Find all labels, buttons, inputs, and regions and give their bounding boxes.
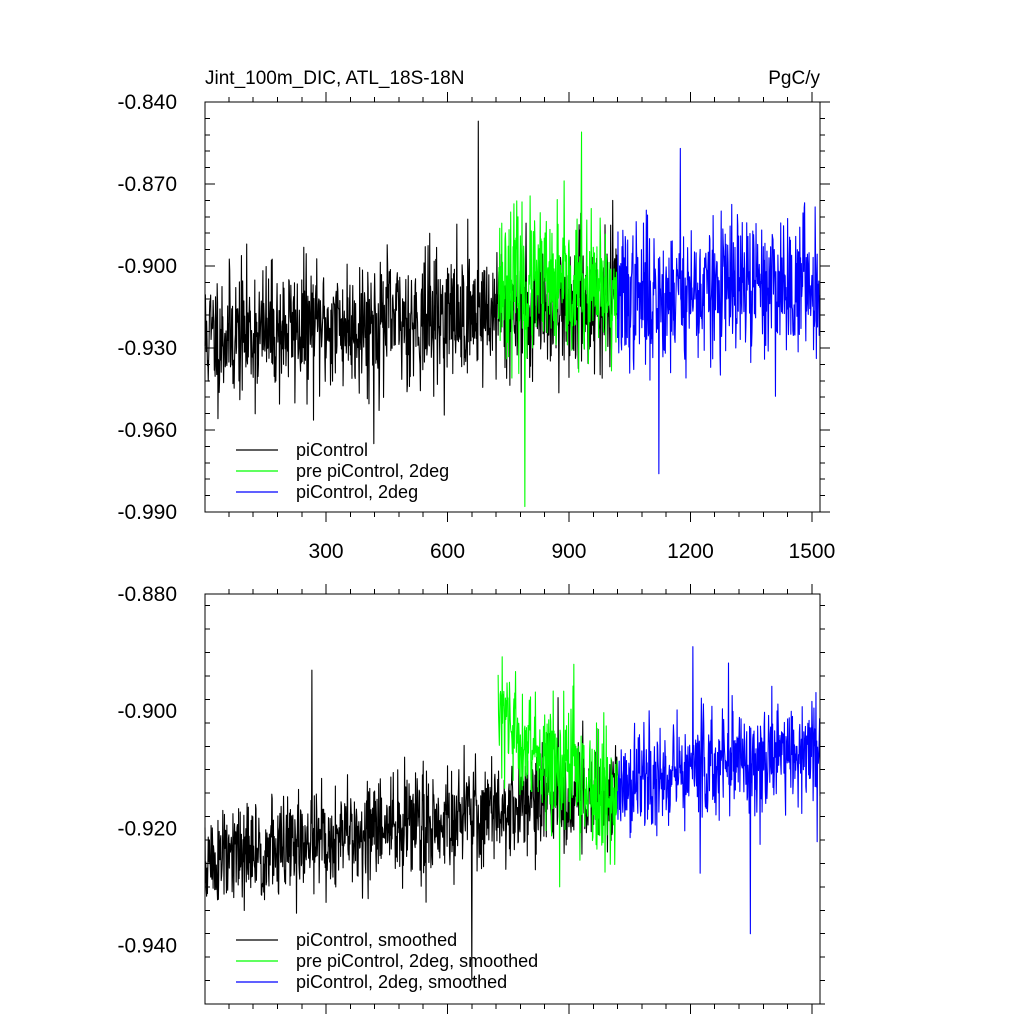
bottom-plot-frame (204, 593, 821, 1005)
top-xtick-label: 1200 (667, 540, 714, 563)
top-ytick-label: -0.840 (117, 91, 177, 114)
bottom-series-line-3 (617, 646, 821, 935)
top-series-line-1 (204, 120, 619, 445)
bottom-legend-label-1: piControl, smoothed (296, 930, 457, 950)
top-xtick-label: 900 (551, 540, 586, 563)
top-ytick-label: -0.870 (117, 173, 177, 196)
top-series-line-2 (497, 131, 619, 508)
bottom-panel: -0.880 -0.900 -0.920 -0.940 piControl, smoo… (117, 583, 825, 1014)
top-ytick-label: -0.990 (117, 501, 177, 524)
top-legend-label-2: pre piControl, 2deg (296, 461, 449, 481)
bottom-legend-label-2: pre piControl, 2deg, smoothed (296, 951, 538, 971)
bottom-ytick-label: -0.880 (117, 583, 177, 606)
units-label: PgC/y (768, 68, 820, 89)
top-legend-label-3: piControl, 2deg (296, 482, 418, 502)
top-legend-label-1: piControl (296, 440, 368, 460)
top-ytick-label: -0.900 (117, 255, 177, 278)
bottom-ytick-label: -0.920 (117, 817, 177, 840)
top-xtick-label: 1500 (789, 540, 836, 563)
top-plot-frame (204, 101, 821, 513)
bottom-series-group (204, 646, 821, 982)
top-series-line-3 (617, 147, 821, 475)
bottom-series-line-1 (204, 669, 619, 982)
chart-title: Jint_100m_DIC, ATL_18S-18N (205, 68, 464, 89)
top-series-group (204, 120, 821, 508)
top-ytick-label: -0.930 (117, 337, 177, 360)
top-xtick-label: 300 (309, 540, 344, 563)
top-panel: -0.840 -0.870 -0.900 -0.930 -0.960 -0.990 300 6… (117, 91, 835, 563)
bottom-legend-label-3: piControl, 2deg, smoothed (296, 972, 507, 992)
top-axis-ticks: -0.840 -0.870 -0.900 -0.930 -0.960 -0.990 300 6… (117, 91, 835, 563)
bottom-ytick-label: -0.940 (117, 934, 177, 957)
bottom-ytick-label: -0.900 (117, 700, 177, 723)
top-ytick-label: -0.960 (117, 419, 177, 442)
bottom-axis-ticks: -0.880 -0.900 -0.920 -0.940 (117, 583, 825, 1014)
bottom-series-line-2 (497, 656, 619, 888)
top-xtick-label: 600 (430, 540, 465, 563)
